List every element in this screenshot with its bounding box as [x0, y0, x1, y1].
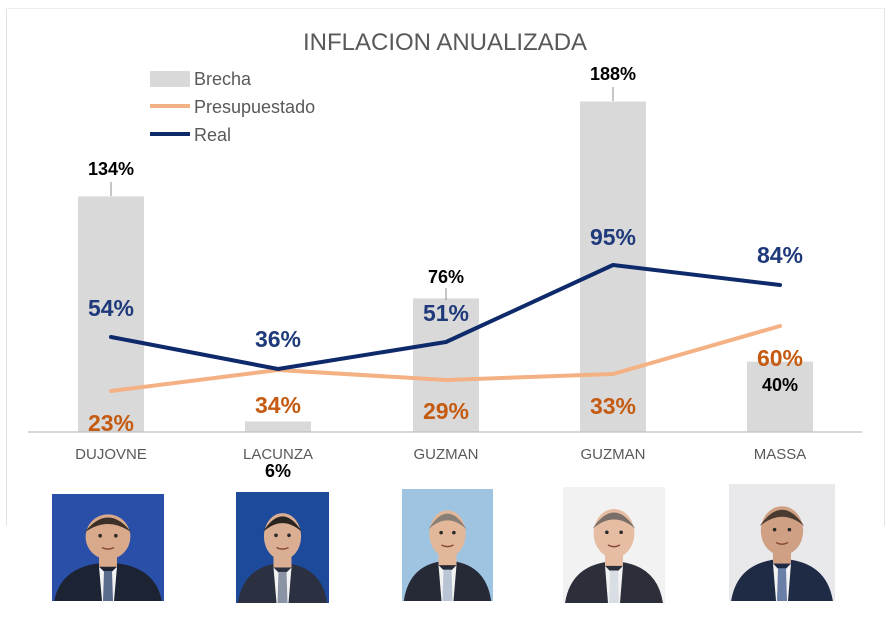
photo-guzman-2: [563, 487, 665, 603]
category-label-4: GUZMAN: [581, 446, 646, 463]
data-label-presupuestado-5: 60%: [757, 345, 803, 371]
photo-lacunza: [236, 492, 329, 603]
bar-label-brecha-1: 134%: [88, 159, 134, 179]
photo-guzman-1: [402, 489, 493, 601]
data-label-real-4: 95%: [590, 224, 636, 250]
data-label-real-2: 36%: [255, 326, 301, 352]
photo-massa: [729, 484, 835, 601]
bar-label-brecha-5: 40%: [762, 375, 798, 395]
chart-frame: [6, 8, 885, 526]
category-label-5: MASSA: [754, 446, 807, 463]
legend: Brecha Presupuestado Real: [150, 69, 315, 145]
data-label-presupuestado-4: 33%: [590, 393, 636, 419]
data-label-presupuestado-1: 23%: [88, 410, 134, 436]
category-label-1: DUJOVNE: [75, 446, 147, 463]
bar-label-brecha-2: 6%: [265, 461, 291, 481]
portrait-icon: [729, 484, 835, 601]
chart-title: INFLACION ANUALIZADA: [303, 29, 587, 56]
category-label-2: LACUNZA: [243, 446, 313, 463]
portrait-icon: [52, 494, 164, 601]
portrait-icon: [563, 487, 665, 603]
legend-label-real: Real: [194, 125, 231, 145]
category-label-3: GUZMAN: [414, 446, 479, 463]
legend-label-brecha: Brecha: [194, 69, 252, 89]
data-label-real-5: 84%: [757, 242, 803, 268]
data-label-real-1: 54%: [88, 295, 134, 321]
bar-brecha-2: [245, 421, 311, 432]
portrait-icon: [402, 489, 493, 601]
data-label-presupuestado-3: 29%: [423, 398, 469, 424]
legend-swatch-brecha: [150, 71, 190, 87]
legend-label-presupuestado: Presupuestado: [194, 97, 315, 117]
data-label-presupuestado-2: 34%: [255, 392, 301, 418]
portrait-icon: [236, 492, 329, 603]
bar-label-brecha-4: 188%: [590, 64, 636, 84]
bar-brecha-3: [413, 298, 479, 432]
data-label-real-3: 51%: [423, 300, 469, 326]
photo-dujovne: [52, 494, 164, 601]
bar-brecha-5: [747, 361, 813, 432]
bar-label-brecha-3: 76%: [428, 267, 464, 287]
